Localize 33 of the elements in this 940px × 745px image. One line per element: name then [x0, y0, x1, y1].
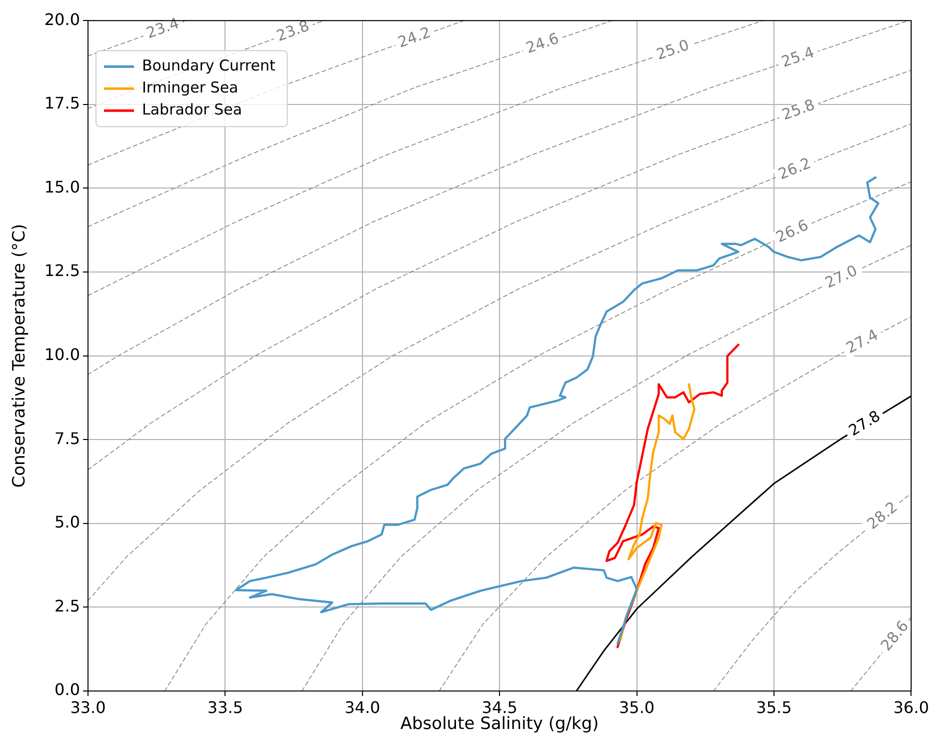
- y-tick-label: 17.5: [44, 94, 80, 113]
- text: 27.4: [843, 326, 882, 358]
- text: 27.8: [846, 406, 884, 440]
- legend-label: Labrador Sea: [142, 100, 242, 118]
- text: 23.4: [144, 14, 182, 42]
- text: 25.4: [779, 43, 817, 71]
- x-tick-label: 33.5: [207, 698, 244, 717]
- x-tick-label: 35.5: [756, 698, 792, 717]
- y-tick-label: 7.5: [54, 428, 80, 448]
- y-tick-label: 12.5: [44, 261, 80, 280]
- y-tick-label: 2.5: [54, 596, 80, 616]
- y-tick-label: 20.0: [44, 10, 80, 29]
- y-tick-label: 15.0: [44, 177, 80, 196]
- text: 24.2: [396, 23, 434, 52]
- y-tick-label: 5.0: [54, 512, 80, 532]
- text: 27.0: [822, 261, 860, 292]
- x-axis-title: Absolute Salinity (g/kg): [400, 714, 599, 734]
- x-tick-label: 36.0: [893, 698, 929, 717]
- y-axis-title: Conservative Temperature (°C): [10, 224, 30, 488]
- text: 23.8: [274, 16, 312, 45]
- text: 25.8: [780, 95, 818, 124]
- x-tick-label: 34.5: [482, 698, 518, 717]
- x-tick-label: 34.0: [344, 698, 380, 717]
- legend-label: Boundary Current: [142, 56, 276, 74]
- text: 26.6: [773, 216, 812, 246]
- text: 24.6: [524, 29, 562, 57]
- x-tick-label: 35.0: [618, 698, 655, 717]
- legend-label: Irminger Sea: [142, 78, 238, 96]
- text: 26.2: [776, 154, 814, 184]
- y-tick-label: 0.0: [54, 680, 80, 700]
- text: 25.0: [654, 36, 692, 64]
- y-tick-label: 10.0: [44, 344, 80, 364]
- x-tick-label: 33.0: [70, 698, 106, 717]
